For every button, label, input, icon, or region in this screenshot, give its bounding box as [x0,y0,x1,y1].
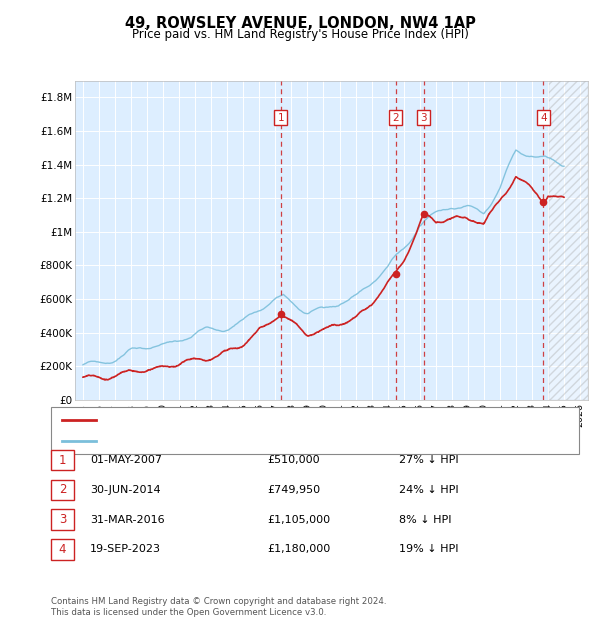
Text: 3: 3 [421,113,427,123]
Text: 2: 2 [59,484,66,496]
Text: £1,180,000: £1,180,000 [267,544,330,554]
Text: 4: 4 [540,113,547,123]
Text: 2: 2 [392,113,399,123]
Text: Contains HM Land Registry data © Crown copyright and database right 2024.
This d: Contains HM Land Registry data © Crown c… [51,598,386,617]
Text: 24% ↓ HPI: 24% ↓ HPI [399,485,458,495]
Text: 49, ROWSLEY AVENUE, LONDON, NW4 1AP: 49, ROWSLEY AVENUE, LONDON, NW4 1AP [125,16,475,30]
Text: 49, ROWSLEY AVENUE, LONDON, NW4 1AP (detached house): 49, ROWSLEY AVENUE, LONDON, NW4 1AP (det… [102,415,419,425]
Text: 8% ↓ HPI: 8% ↓ HPI [399,515,451,525]
Text: 3: 3 [59,513,66,526]
Text: 4: 4 [59,543,66,556]
Text: 01-MAY-2007: 01-MAY-2007 [90,455,162,465]
Text: 1: 1 [277,113,284,123]
Text: Price paid vs. HM Land Registry's House Price Index (HPI): Price paid vs. HM Land Registry's House … [131,28,469,41]
Text: £1,105,000: £1,105,000 [267,515,330,525]
Text: 19-SEP-2023: 19-SEP-2023 [90,544,161,554]
Text: HPI: Average price, detached house, Barnet: HPI: Average price, detached house, Barn… [102,436,330,446]
Text: £749,950: £749,950 [267,485,320,495]
Text: 31-MAR-2016: 31-MAR-2016 [90,515,164,525]
Bar [549,81,588,400]
Text: £510,000: £510,000 [267,455,320,465]
Text: 30-JUN-2014: 30-JUN-2014 [90,485,161,495]
Text: 27% ↓ HPI: 27% ↓ HPI [399,455,458,465]
Text: 1: 1 [59,454,66,466]
Text: 19% ↓ HPI: 19% ↓ HPI [399,544,458,554]
